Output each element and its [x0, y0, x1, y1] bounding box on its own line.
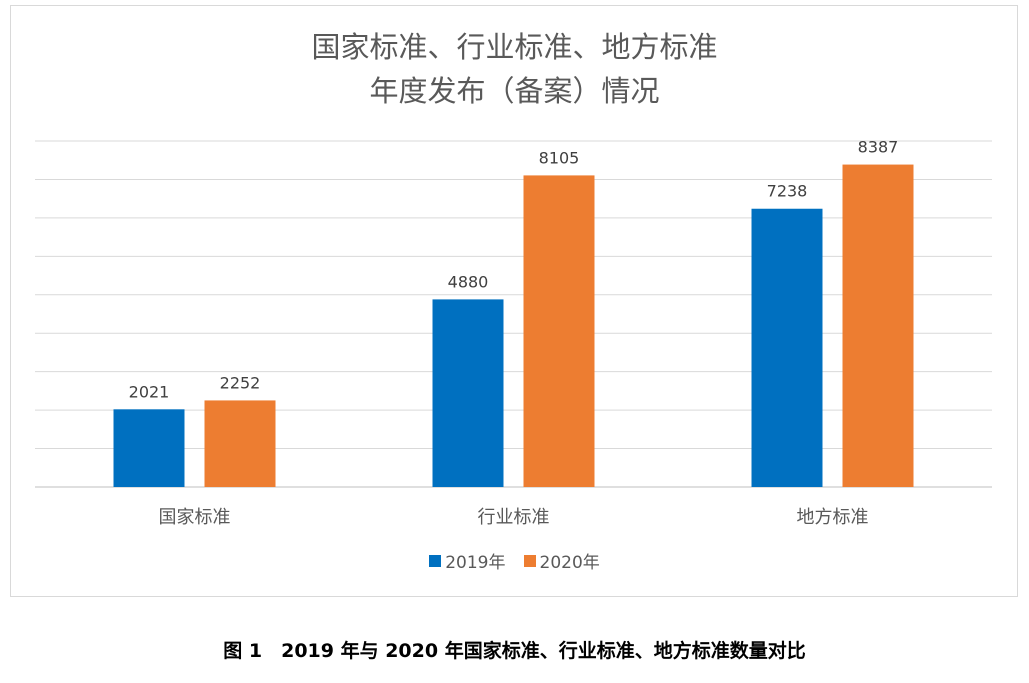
figure-caption: 图 1 2019 年与 2020 年国家标准、行业标准、地方标准数量对比 — [223, 640, 806, 662]
data-label: 7238 — [767, 182, 808, 201]
bar-2019-1 — [432, 299, 504, 487]
chart-legend: 2019年 2020年 — [0, 548, 1029, 573]
x-tick-label: 行业标准 — [478, 507, 550, 528]
legend-item-2020: 2020年 — [523, 548, 600, 573]
bar-2020-1 — [523, 175, 595, 487]
data-label: 2021 — [129, 382, 170, 401]
bar-2020-2 — [842, 164, 914, 487]
x-tick-label: 地方标准 — [797, 507, 869, 528]
data-label: 8105 — [539, 148, 580, 167]
chart-title-line-1: 国家标准、行业标准、地方标准 — [311, 30, 718, 64]
data-label: 2252 — [220, 373, 261, 392]
chart-title-line-2: 年度发布（备案）情况 — [369, 74, 660, 108]
bar-2019-0 — [113, 409, 185, 487]
legend-item-2019: 2019年 — [429, 548, 506, 573]
x-tick-label: 国家标准 — [159, 507, 231, 528]
legend-swatch-2020 — [523, 554, 536, 567]
legend-swatch-2019 — [429, 554, 442, 567]
data-label: 4880 — [448, 272, 489, 291]
legend-label-2020: 2020年 — [539, 553, 600, 573]
legend-label-2019: 2019年 — [445, 553, 506, 573]
data-label: 8387 — [858, 138, 899, 157]
bar-2019-2 — [751, 208, 823, 487]
bar-2020-0 — [204, 400, 276, 487]
